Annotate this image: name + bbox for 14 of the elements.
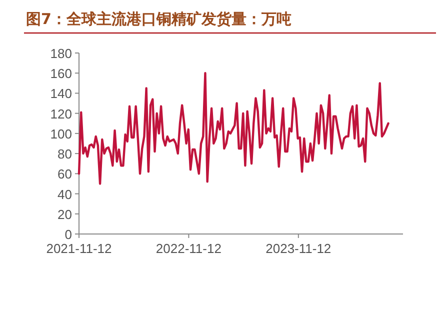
chart-title: 图7：全球主流港口铜精矿发货量：万吨 (26, 10, 292, 28)
x-tick-label: 2023-11-12 (266, 241, 332, 256)
y-tick-label: 60 (58, 166, 72, 182)
y-tick-label: 100 (50, 126, 72, 142)
y-tick-label: 40 (58, 186, 72, 202)
y-tick-label: 160 (50, 66, 72, 82)
y-tick-label: 120 (50, 106, 72, 122)
y-tick-label: 180 (50, 46, 72, 61)
y-tick-label: 20 (58, 206, 72, 222)
y-tick-label: 0 (64, 227, 72, 242)
x-tick-label: 2022-11-12 (156, 241, 222, 256)
y-tick-label: 80 (58, 146, 72, 162)
x-tick-label: 2021-11-12 (46, 241, 112, 256)
y-tick-label: 140 (50, 86, 72, 102)
